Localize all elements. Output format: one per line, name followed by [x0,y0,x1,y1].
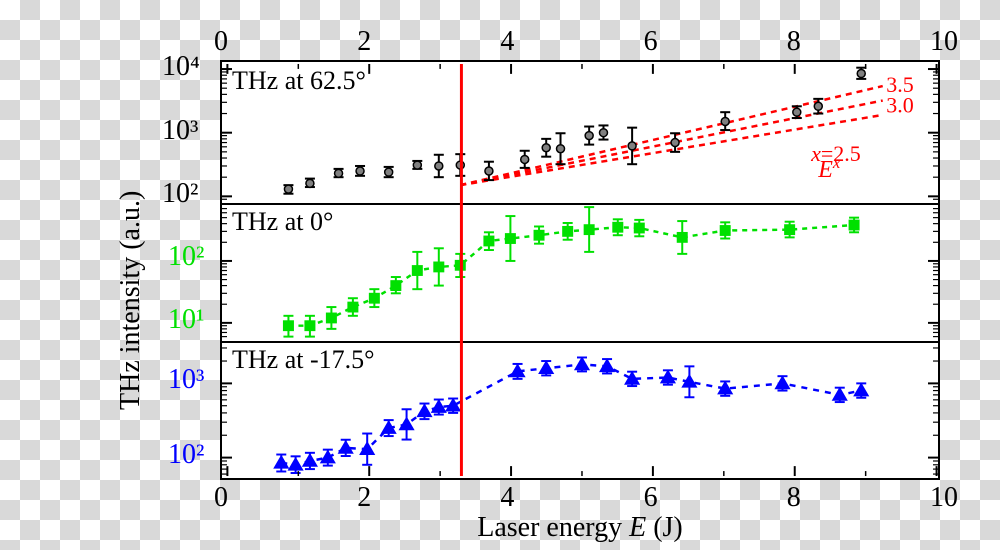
x-tick-label: 10 [930,26,958,58]
x-tick-label: 2 [357,26,371,58]
x-tick-label: 8 [787,26,801,58]
x-tick-label: 10 [930,482,958,514]
y-tick-label: 10¹ [168,304,204,336]
x-axis-label: Laser energy E (J) [477,512,683,544]
y-tick-label: 10² [168,241,204,273]
x-tick-label: 6 [644,26,658,58]
axis-overlay [222,62,938,478]
y-tick-label: 10² [168,439,204,471]
figure-root: THz intensity (a.u.) 3.53.0x=2.5ExTHz at… [0,0,1000,550]
plot-area: 3.53.0x=2.5ExTHz at 62.5°THz at 0°THz at… [220,60,940,480]
y-axis-label: THz intensity (a.u.) [115,191,147,410]
x-tick-label: 4 [500,482,514,514]
x-tick-label: 0 [214,26,228,58]
y-tick-label: 10² [162,178,198,210]
y-tick-label: 10³ [168,364,204,396]
x-tick-label: 2 [357,482,371,514]
y-tick-label: 10³ [162,115,198,147]
x-tick-label: 0 [214,482,228,514]
x-tick-label: 6 [644,482,658,514]
y-tick-label: 10⁴ [162,51,200,83]
x-tick-label: 4 [500,26,514,58]
x-tick-label: 8 [787,482,801,514]
